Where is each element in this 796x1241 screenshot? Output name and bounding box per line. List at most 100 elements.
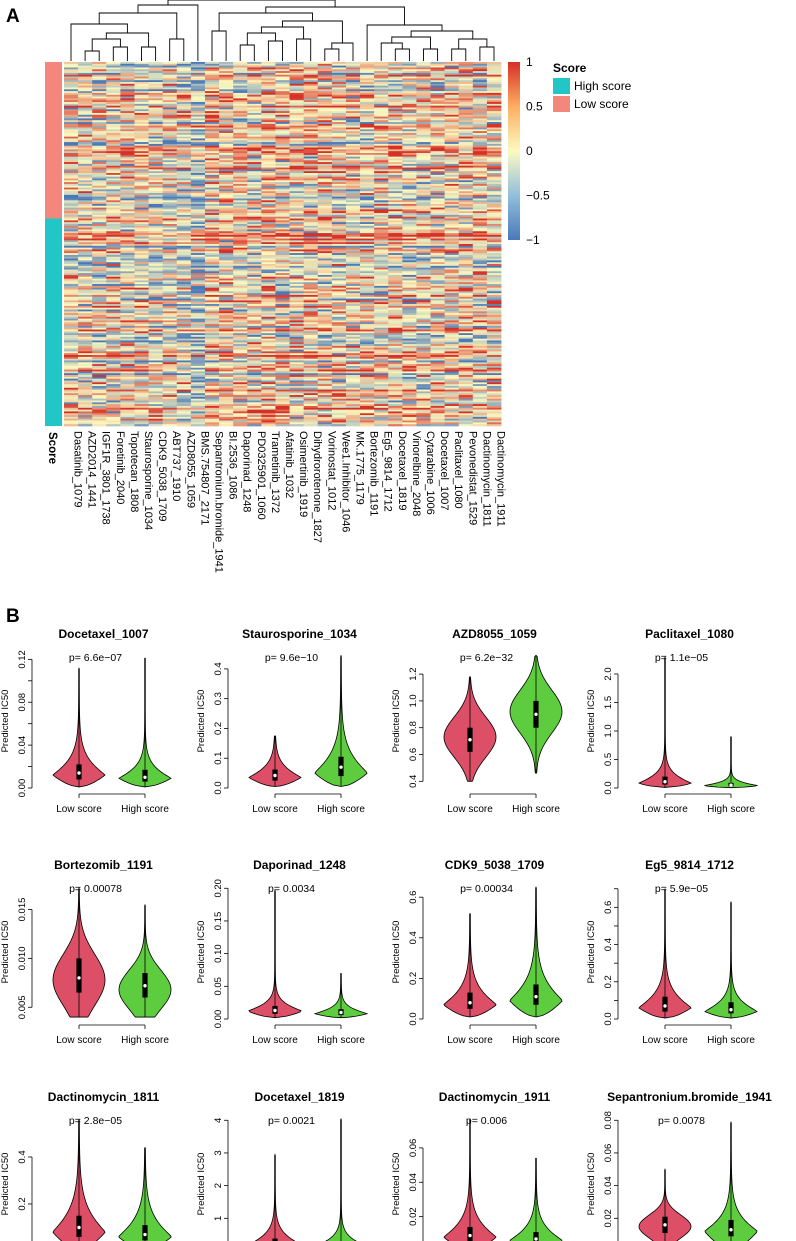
heatmap-cell bbox=[190, 244, 206, 247]
heatmap-cell bbox=[388, 83, 403, 87]
heatmap-cell bbox=[261, 247, 276, 250]
heatmap-cell bbox=[233, 160, 248, 163]
heatmap-cell bbox=[402, 154, 417, 157]
heatmap-cell bbox=[106, 329, 121, 332]
heatmap-cell bbox=[444, 180, 460, 183]
heatmap-cell bbox=[486, 265, 502, 269]
heatmap-cell bbox=[190, 325, 206, 329]
heatmap-cell bbox=[78, 353, 93, 356]
heatmap-cell bbox=[64, 314, 79, 318]
heatmap-cell bbox=[430, 154, 446, 157]
heatmap-cell bbox=[374, 118, 389, 121]
heatmap-cell bbox=[120, 91, 135, 94]
heatmap-cell bbox=[190, 71, 206, 74]
heatmap-cell bbox=[331, 193, 347, 196]
heatmap-cell bbox=[275, 91, 290, 94]
heatmap-cell bbox=[388, 171, 403, 174]
heatmap-cell bbox=[430, 156, 446, 159]
heatmap-cell bbox=[430, 160, 446, 163]
heatmap-cell bbox=[416, 256, 431, 259]
heatmap-cell bbox=[162, 167, 178, 170]
heatmap-cell bbox=[402, 62, 417, 65]
heatmap-cell bbox=[402, 331, 417, 334]
heatmap-cell bbox=[289, 147, 305, 150]
heatmap-cell bbox=[486, 320, 502, 323]
heatmap-cell bbox=[458, 231, 474, 234]
heatmap-cell bbox=[162, 233, 178, 236]
heatmap-cell bbox=[92, 240, 107, 243]
heatmap-cell bbox=[345, 100, 361, 103]
heatmap-cell bbox=[430, 340, 446, 343]
heatmap-cell bbox=[106, 98, 121, 101]
heatmap-cell bbox=[120, 347, 135, 350]
heatmap-cell bbox=[345, 293, 361, 296]
heatmap-cell bbox=[134, 336, 149, 339]
heatmap-cell bbox=[388, 196, 403, 199]
heatmap-cell bbox=[120, 143, 135, 147]
heatmap-cell bbox=[261, 225, 276, 228]
heatmap-cell bbox=[402, 82, 417, 85]
heatmap-cell bbox=[331, 149, 347, 152]
heatmap-cell bbox=[317, 320, 333, 323]
heatmap-cell bbox=[78, 327, 93, 330]
heatmap-cell bbox=[261, 85, 276, 88]
heatmap-cell bbox=[345, 196, 361, 199]
heatmap-cell bbox=[317, 62, 333, 65]
heatmap-cell bbox=[317, 242, 333, 245]
heatmap-cell bbox=[444, 114, 460, 117]
heatmap-cell bbox=[374, 76, 389, 79]
heatmap-cell bbox=[261, 245, 276, 248]
heatmap-cell bbox=[458, 151, 474, 154]
heatmap-cell bbox=[486, 345, 502, 349]
heatmap-cell bbox=[261, 311, 276, 314]
heatmap-cell bbox=[134, 318, 149, 321]
heatmap-cell bbox=[345, 251, 361, 254]
heatmap-cell bbox=[261, 198, 276, 201]
heatmap-cell bbox=[345, 209, 361, 212]
heatmap-cell bbox=[458, 62, 474, 65]
heatmap-cell bbox=[247, 335, 262, 338]
heatmap-cell bbox=[374, 162, 389, 165]
heatmap-cell bbox=[106, 309, 121, 312]
heatmap-cell bbox=[486, 120, 502, 123]
heatmap-cell bbox=[92, 65, 107, 68]
heatmap-cell bbox=[486, 132, 502, 136]
heatmap-cell bbox=[92, 314, 107, 318]
heatmap-cell bbox=[416, 165, 431, 168]
heatmap-cell bbox=[261, 353, 276, 356]
heatmap-cell bbox=[331, 294, 347, 298]
heatmap-cell bbox=[190, 198, 206, 201]
heatmap-cell bbox=[148, 247, 164, 250]
heatmap-cell bbox=[190, 156, 206, 159]
heatmap-cell bbox=[261, 143, 276, 147]
heatmap-cell bbox=[303, 229, 319, 232]
heatmap-cell bbox=[92, 80, 107, 83]
heatmap-cell bbox=[458, 174, 474, 178]
heatmap-cell bbox=[458, 171, 474, 174]
heatmap-cell bbox=[402, 320, 417, 323]
heatmap-cell bbox=[261, 185, 276, 188]
heatmap-cell bbox=[458, 209, 474, 212]
heatmap-cell bbox=[92, 249, 107, 252]
heatmap-cell bbox=[458, 318, 474, 321]
heatmap-cell bbox=[444, 169, 460, 172]
heatmap-cell bbox=[176, 103, 192, 107]
heatmap-cell bbox=[190, 107, 206, 110]
heatmap-cell bbox=[360, 129, 375, 132]
heatmap-cell bbox=[120, 289, 135, 292]
heatmap-cell bbox=[360, 160, 375, 163]
heatmap-cell bbox=[148, 63, 164, 66]
heatmap-cell bbox=[261, 345, 276, 349]
heatmap-cell bbox=[233, 114, 248, 117]
heatmap-cell bbox=[64, 293, 79, 296]
heatmap-cell bbox=[360, 225, 375, 228]
heatmap-cell bbox=[317, 151, 333, 154]
heatmap-cell bbox=[360, 229, 375, 232]
heatmap-cell bbox=[331, 180, 347, 183]
heatmap-cell bbox=[204, 103, 220, 107]
heatmap-cell bbox=[148, 351, 164, 354]
heatmap-cell bbox=[486, 65, 502, 68]
heatmap-cell bbox=[430, 245, 446, 248]
heatmap-cell bbox=[303, 316, 319, 319]
heatmap-cell bbox=[289, 118, 305, 121]
